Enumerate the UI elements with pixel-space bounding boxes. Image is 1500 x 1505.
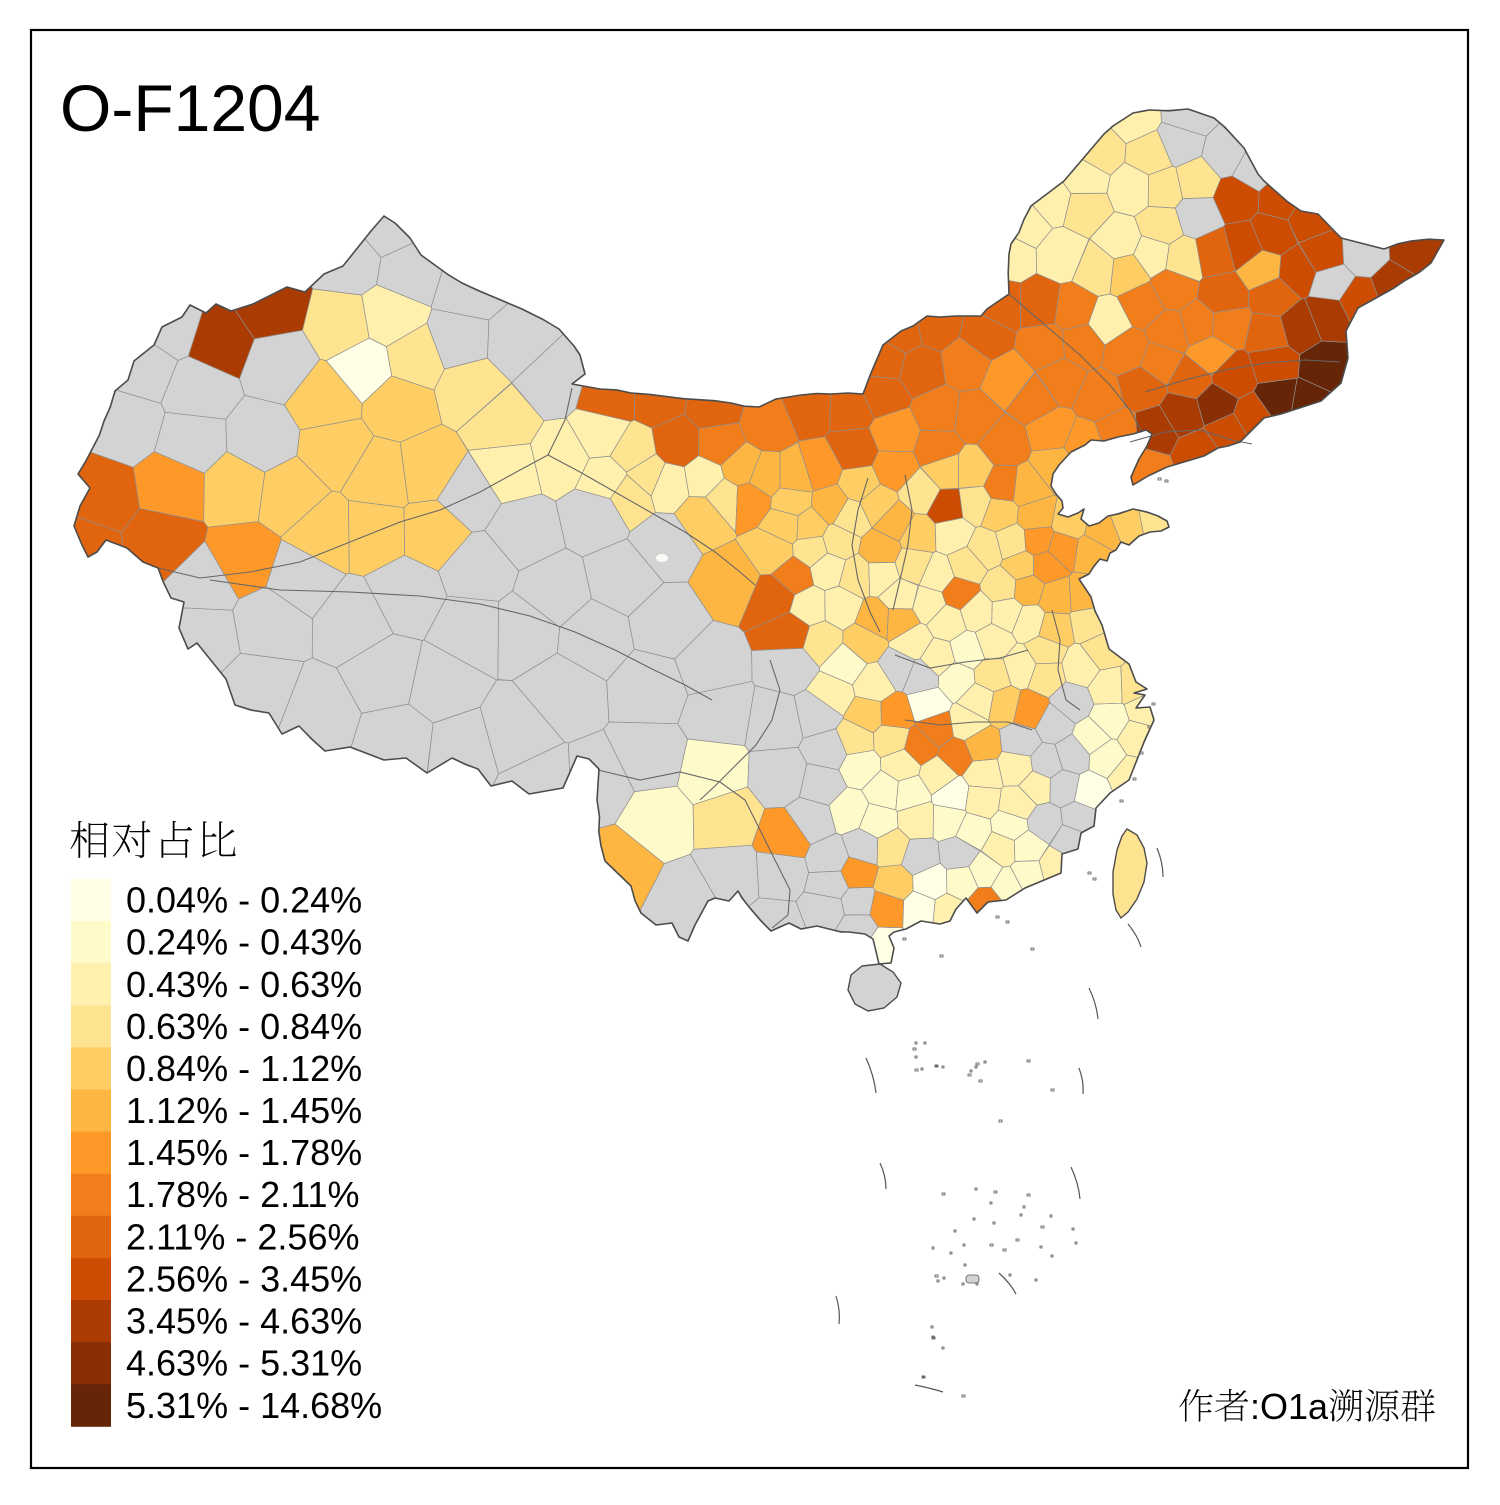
svg-text:O-F1204: O-F1204	[60, 71, 320, 145]
svg-text:0.43% - 0.63%: 0.43% - 0.63%	[126, 964, 362, 1005]
svg-text:1.78% - 2.11%: 1.78% - 2.11%	[126, 1174, 359, 1215]
svg-text:0.24% - 0.43%: 0.24% - 0.43%	[126, 922, 362, 963]
svg-text::O1a: :O1a	[1250, 1386, 1329, 1427]
svg-text:0.63% - 0.84%: 0.63% - 0.84%	[126, 1006, 362, 1047]
svg-text:2.11% - 2.56%: 2.11% - 2.56%	[126, 1216, 359, 1257]
svg-text:5.31% - 14.68%: 5.31% - 14.68%	[126, 1385, 382, 1426]
svg-text:1.12% - 1.45%: 1.12% - 1.45%	[126, 1090, 362, 1131]
svg-text:0.84% - 1.12%: 0.84% - 1.12%	[126, 1048, 362, 1089]
svg-text:2.56% - 3.45%: 2.56% - 3.45%	[126, 1259, 362, 1300]
svg-text:1.45% - 1.78%: 1.45% - 1.78%	[126, 1132, 362, 1173]
svg-text:4.63% - 5.31%: 4.63% - 5.31%	[126, 1343, 362, 1384]
svg-text:3.45% - 4.63%: 3.45% - 4.63%	[126, 1301, 362, 1342]
svg-text:0.04% - 0.24%: 0.04% - 0.24%	[126, 880, 362, 921]
